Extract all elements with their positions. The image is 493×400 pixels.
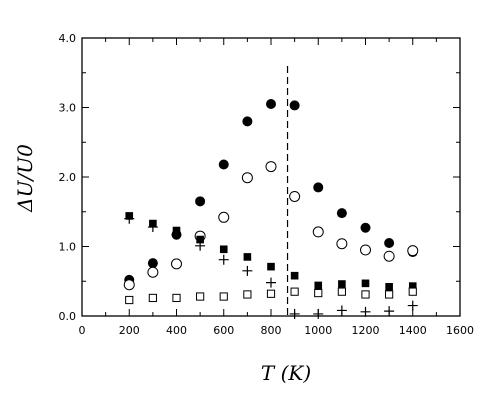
filled-square-point xyxy=(314,281,323,290)
filled-circle-point xyxy=(266,99,276,110)
plus-point xyxy=(313,308,324,319)
open-circle-point xyxy=(407,245,419,257)
plus-point xyxy=(336,305,347,316)
filled-square-point xyxy=(219,245,228,254)
open-square-point xyxy=(408,287,417,296)
x-tick-label: 1400 xyxy=(399,324,427,337)
x-tick-label: 400 xyxy=(166,324,187,337)
filled-circle-point xyxy=(289,100,300,111)
y-tick-label: 3.0 xyxy=(59,102,77,115)
x-axis-title: T (K) xyxy=(261,361,311,385)
plus-point xyxy=(384,306,395,317)
filled-square-point xyxy=(290,271,299,280)
open-square-point xyxy=(172,293,181,303)
plus-point xyxy=(171,229,182,240)
plus-point xyxy=(266,277,276,288)
open-circle-point xyxy=(312,226,324,238)
open-square-point xyxy=(148,293,157,303)
x-tick-label: 200 xyxy=(119,324,140,337)
filled-circle-point xyxy=(218,159,229,170)
open-square-point xyxy=(266,289,276,298)
plus-point xyxy=(407,300,418,311)
plus-point xyxy=(360,306,371,317)
data-points xyxy=(123,99,419,319)
filled-circle-point xyxy=(384,238,395,249)
filled-square-point xyxy=(408,282,417,290)
filled-circle-point xyxy=(360,222,371,233)
open-square-point xyxy=(243,290,252,299)
y-tick-label: 2.0 xyxy=(59,171,77,184)
open-square-point xyxy=(219,292,228,301)
y-tick-labels: 0.0 1.0 2.0 3.0 4.0 xyxy=(59,32,77,323)
y-tick-label: 1.0 xyxy=(59,241,77,254)
x-tick-label: 1600 xyxy=(446,324,474,337)
plot-frame xyxy=(81,37,461,317)
x-tick-label: 0 xyxy=(79,324,86,337)
filled-square-point xyxy=(243,253,252,261)
y-axis-title-text: ΔU/U0 xyxy=(13,144,37,213)
filled-square-point xyxy=(361,279,370,288)
x-tick-labels: 0 200 400 600 800 1000 1200 1400 1600 xyxy=(79,324,475,337)
y-tick-label: 4.0 xyxy=(59,32,77,45)
open-circle-point xyxy=(265,161,277,173)
filled-square-point xyxy=(267,262,275,271)
filled-circle-point xyxy=(195,196,206,207)
filled-square-point xyxy=(385,283,393,291)
open-circle-point xyxy=(147,266,159,278)
plus-point xyxy=(124,213,135,224)
open-circle-point xyxy=(336,238,348,250)
open-circle-point xyxy=(383,250,395,262)
x-tick-label: 1000 xyxy=(304,324,332,337)
filled-circle-point xyxy=(147,258,158,269)
filled-circle-point xyxy=(242,116,253,127)
filled-square-point xyxy=(196,235,204,244)
plus-point xyxy=(289,308,300,319)
x-tick-label: 600 xyxy=(213,324,234,337)
open-square-point xyxy=(314,288,323,298)
open-square-point xyxy=(385,290,394,299)
plus-point xyxy=(242,265,253,276)
open-square-point xyxy=(196,292,205,301)
y-axis-title: ΔU/U0 xyxy=(13,144,37,213)
x-tick-label: 800 xyxy=(261,324,282,337)
filled-square-point xyxy=(338,280,346,288)
plus-point xyxy=(147,222,158,233)
open-square-point xyxy=(337,287,346,296)
y-tick-label: 0.0 xyxy=(59,310,77,323)
open-circle-point xyxy=(241,172,253,184)
open-circle-point xyxy=(123,279,135,291)
axis-ticks xyxy=(81,37,461,317)
plus-point xyxy=(195,240,206,251)
open-circle-point xyxy=(218,211,230,223)
open-square-point xyxy=(290,287,299,296)
open-square-point xyxy=(125,295,134,305)
x-tick-label: 1200 xyxy=(352,324,380,337)
filled-circle-point xyxy=(336,208,347,219)
filled-circle-point xyxy=(313,182,324,193)
open-square-point xyxy=(361,290,370,299)
plus-point xyxy=(218,254,229,265)
open-circle-point xyxy=(171,258,182,270)
open-circle-point xyxy=(289,190,301,202)
open-circle-point xyxy=(360,244,371,256)
